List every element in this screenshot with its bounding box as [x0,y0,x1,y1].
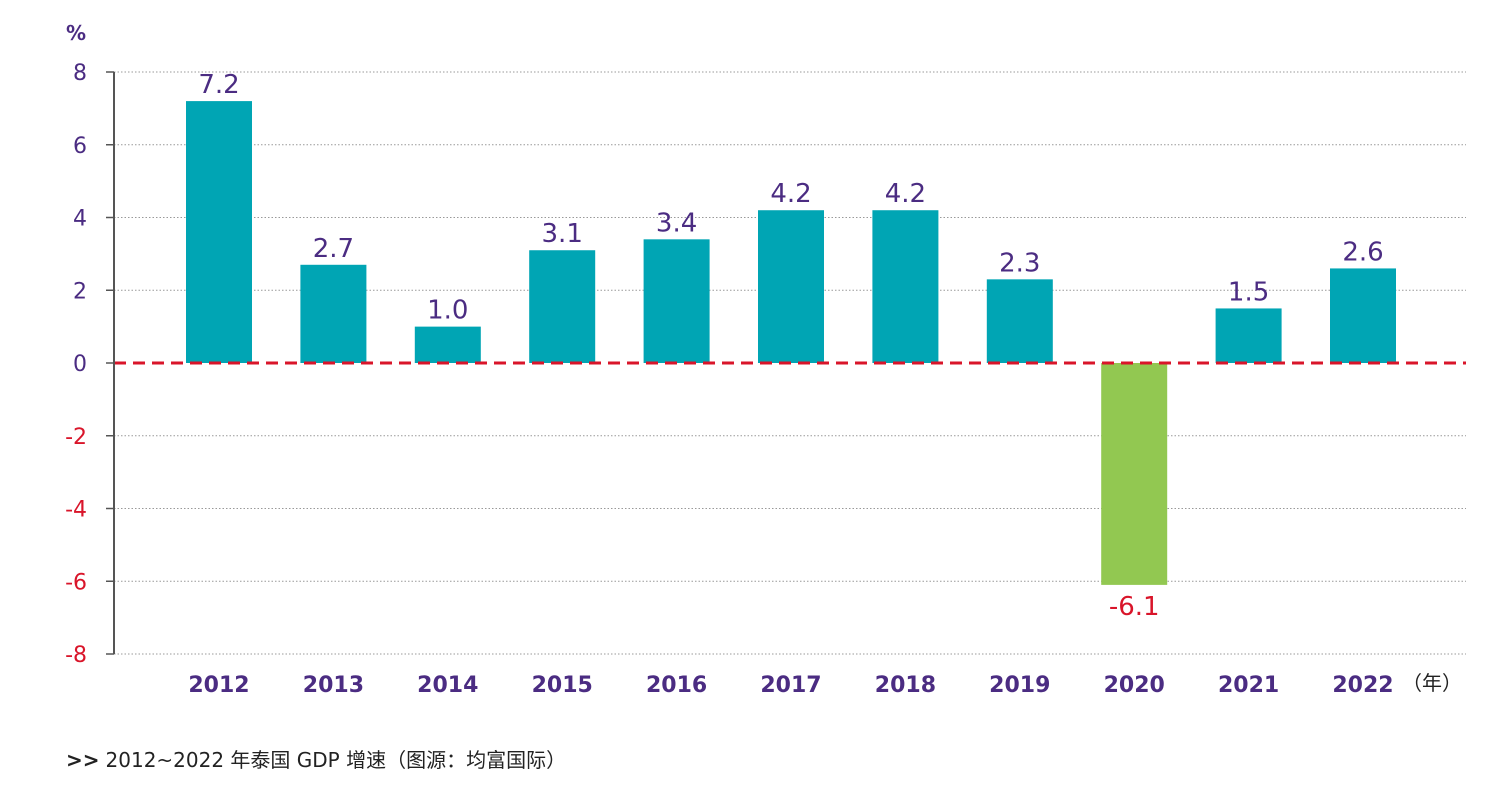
value-label-2014: 1.0 [427,296,468,326]
bars [186,101,1396,585]
bar-2013 [300,264,367,363]
x-tick-label-2015: 2015 [532,673,593,698]
bar-2015 [529,250,596,363]
bar-2018 [872,210,939,363]
bar-2012 [186,101,252,363]
bar-2019 [986,279,1053,363]
value-label-2017: 4.2 [770,179,811,209]
value-label-2013: 2.7 [313,234,354,264]
bar-2014 [414,326,481,363]
y-tick-label: -2 [65,425,87,450]
caption-marker: >> [66,748,100,772]
x-tick-label-2020: 2020 [1104,673,1165,698]
axes: 8 6 4 2 0 -2 -4 -6 -8 [65,61,115,668]
value-label-2018: 4.2 [885,179,926,209]
bar-2017 [758,210,824,363]
value-label-2022: 2.6 [1342,237,1383,267]
value-label-2020: -6.1 [1109,592,1160,622]
y-axis-unit-label: % [66,21,86,45]
y-tick-label: 2 [73,279,87,304]
value-label-2015: 3.1 [542,219,583,249]
x-tick-label-2012: 2012 [188,673,249,698]
value-label-2016: 3.4 [656,208,697,238]
value-label-2021: 1.5 [1228,277,1269,307]
x-tick-label-2017: 2017 [760,673,821,698]
bar-2022 [1330,268,1396,363]
bar-2020 [1101,363,1168,585]
bar-2016 [643,239,710,363]
value-labels: 7.2 2012 2.7 2013 1.0 2014 3.1 2015 3.4 2016 4.2 20… [188,70,1393,698]
y-tick-label: 6 [73,134,87,159]
x-tick-label-2014: 2014 [417,673,478,698]
x-tick-label-2022: 2022 [1332,673,1393,698]
value-label-2012: 7.2 [198,70,239,100]
value-label-2019: 2.3 [999,248,1040,278]
y-tick-label: -4 [65,498,87,523]
y-tick-label: 8 [73,61,87,86]
x-tick-label-2013: 2013 [303,673,364,698]
y-tick-label: -8 [65,643,87,668]
x-tick-label-2019: 2019 [989,673,1050,698]
caption-text: 2012~2022 年泰国 GDP 增速（图源：均富国际） [105,748,567,772]
bar-2021 [1215,308,1282,363]
y-tick-label: -6 [65,570,87,595]
figure-caption: >> 2012~2022 年泰国 GDP 增速（图源：均富国际） [66,744,566,773]
x-tick-label-2021: 2021 [1218,673,1279,698]
y-tick-label: 0 [73,352,87,377]
x-tick-label-2016: 2016 [646,673,707,698]
x-axis-unit-label: （年） [1402,671,1462,695]
y-tick-label: 4 [73,207,87,232]
x-tick-label-2018: 2018 [875,673,936,698]
